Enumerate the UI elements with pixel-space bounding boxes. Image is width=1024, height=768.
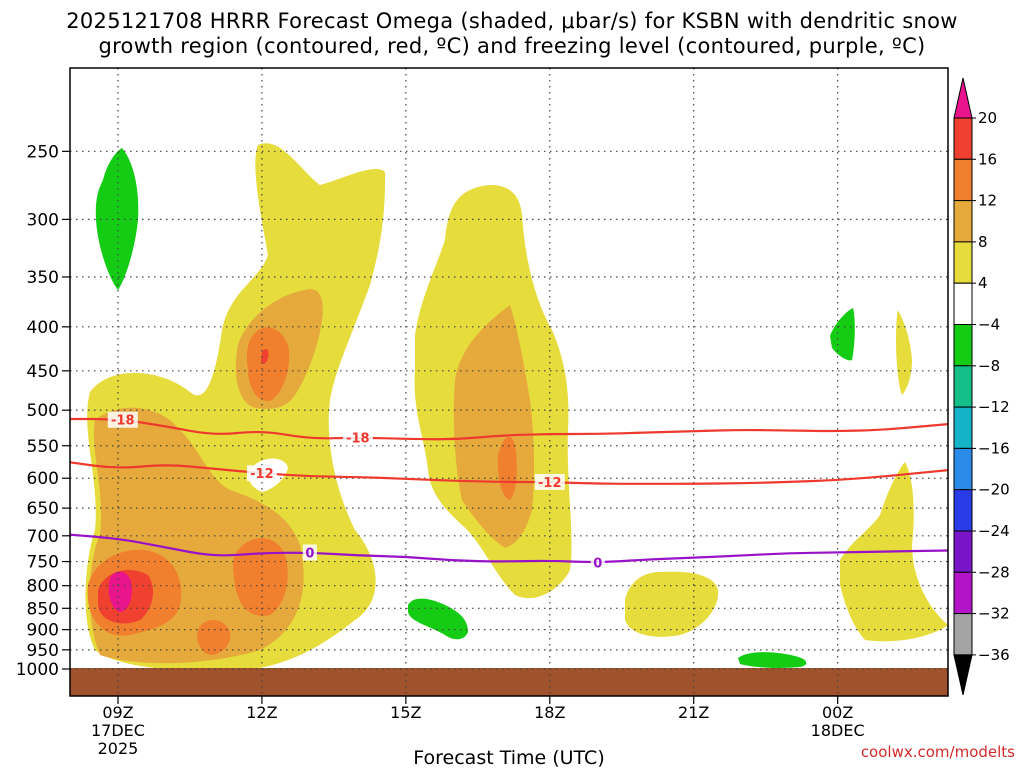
- colorbar-label: 16: [978, 150, 997, 168]
- plot-frame: [69, 67, 949, 697]
- contour-label-bg: [342, 429, 373, 446]
- colorbar-triangle-bottom: [953, 654, 973, 696]
- colorbar-bin: [953, 282, 973, 326]
- y-tick-label: 850: [27, 599, 59, 619]
- colorbar-triangle-top: [953, 77, 973, 119]
- y-axis: 2503003504004505005506006507007508008509…: [16, 142, 70, 680]
- colorbar-bin: [953, 241, 973, 284]
- chart-title-line-2: growth region (contoured, red, ºC) and f…: [98, 34, 926, 58]
- y-tick-label: 1000: [16, 660, 59, 680]
- x-tick-date-label: 17DEC: [91, 721, 145, 740]
- x-tick-label: 15Z: [390, 703, 421, 722]
- contour-label-bg: [246, 465, 277, 482]
- colorbar-label: −28: [978, 563, 1010, 581]
- credit-text: coolwx.com/modelts: [861, 743, 1015, 761]
- colorbar-bin: [953, 324, 973, 367]
- contour-label: -12: [250, 467, 274, 482]
- colorbar-label: −4: [978, 316, 1000, 334]
- omega-area-12to16-small: [197, 620, 231, 655]
- y-tick-label: 950: [27, 641, 59, 661]
- x-tick-label: 12Z: [246, 703, 277, 722]
- contour-label-bg: [534, 473, 565, 490]
- x-tick-label: 18Z: [534, 703, 565, 722]
- colorbar-bin: [953, 571, 973, 615]
- colorbar-bin: [953, 489, 973, 532]
- grid-lines: [70, 68, 948, 696]
- contour-label: -12: [538, 476, 562, 491]
- omega-shading: [85, 143, 948, 671]
- y-tick-label: 800: [27, 577, 59, 597]
- colorbar-label: −8: [978, 357, 1000, 375]
- colorbar-bin: [953, 613, 973, 656]
- chart-title-line-1: 2025121708 HRRR Forecast Omega (shaded, …: [66, 9, 958, 33]
- temperature-contours: [69, 417, 949, 564]
- colorbar-label: −20: [978, 481, 1010, 499]
- contour-label: -18: [111, 414, 135, 429]
- y-tick-label: 750: [27, 553, 59, 573]
- omega-area-minus4to8-topleft: [95, 148, 139, 290]
- contour-labels: -18 -18 -12 -12 0 0: [107, 411, 605, 572]
- omega-area-12to16-center: [497, 436, 517, 500]
- y-tick-label: 600: [27, 469, 59, 489]
- colorbar-bin: [953, 200, 973, 243]
- colorbar-bin: [953, 158, 973, 202]
- contour-line: [70, 417, 949, 441]
- y-tick-label: 300: [27, 210, 59, 230]
- contour-label-bg: [590, 554, 605, 571]
- colorbar-label: −12: [978, 398, 1010, 416]
- colorbar-label: −36: [978, 646, 1010, 664]
- colorbar-label: −32: [978, 605, 1010, 623]
- colorbar: 20 16 12 8 4 −4 −8 −12 −16 −20 −24 −28 −32 −36: [953, 77, 1010, 696]
- ground-below-surface: [70, 668, 948, 696]
- y-tick-label: 900: [27, 621, 59, 641]
- colorbar-label: 12: [978, 192, 997, 210]
- colorbar-label: −16: [978, 439, 1010, 457]
- contour-label: -18: [346, 432, 370, 447]
- y-tick-label: 400: [27, 318, 59, 338]
- colorbar-label: 8: [978, 233, 988, 251]
- x-tick-date-label: 18DEC: [811, 721, 865, 740]
- colorbar-bin: [953, 530, 973, 573]
- omega-area-12to16-upper: [246, 327, 290, 401]
- y-tick-label: 350: [27, 268, 59, 288]
- y-tick-label: 250: [27, 142, 59, 162]
- omega-area-12to16-mid: [233, 538, 288, 616]
- x-tick-label: 00Z: [822, 703, 853, 722]
- x-tick-label: 21Z: [678, 703, 709, 722]
- y-tick-label: 450: [27, 362, 59, 382]
- colorbar-bin: [953, 406, 973, 449]
- colorbar-label: 20: [978, 109, 997, 127]
- omega-area-minus4to8-right: [830, 308, 855, 361]
- omega-area-4to8-lower: [625, 571, 719, 637]
- x-tick-year-label: 2025: [98, 739, 139, 758]
- contour-label: 0: [593, 557, 602, 572]
- omega-area-4to8-right-thin: [896, 310, 912, 395]
- contour-label: 0: [305, 546, 314, 561]
- contour-label-bg: [302, 544, 317, 561]
- x-axis-title: Forecast Time (UTC): [413, 747, 604, 768]
- y-tick-label: 550: [27, 437, 59, 457]
- y-tick-label: 650: [27, 499, 59, 519]
- x-tick-label: 09Z: [102, 703, 133, 722]
- contour-line: [69, 461, 949, 485]
- omega-area-gt20: [108, 571, 132, 612]
- omega-area-minus4to8-mid: [408, 598, 468, 640]
- colorbar-bin: [953, 447, 973, 491]
- colorbar-bin: [953, 365, 973, 408]
- y-tick-label: 500: [27, 401, 59, 421]
- contour-line: [69, 533, 949, 564]
- omega-area-minus4to8-bottom: [738, 652, 807, 668]
- colorbar-label: −24: [978, 522, 1010, 540]
- contour-label-bg: [107, 411, 138, 428]
- colorbar-label: 4: [978, 274, 988, 292]
- colorbar-bin: [953, 117, 973, 160]
- y-tick-label: 700: [27, 527, 59, 547]
- omega-area-16to20-upper: [261, 349, 269, 364]
